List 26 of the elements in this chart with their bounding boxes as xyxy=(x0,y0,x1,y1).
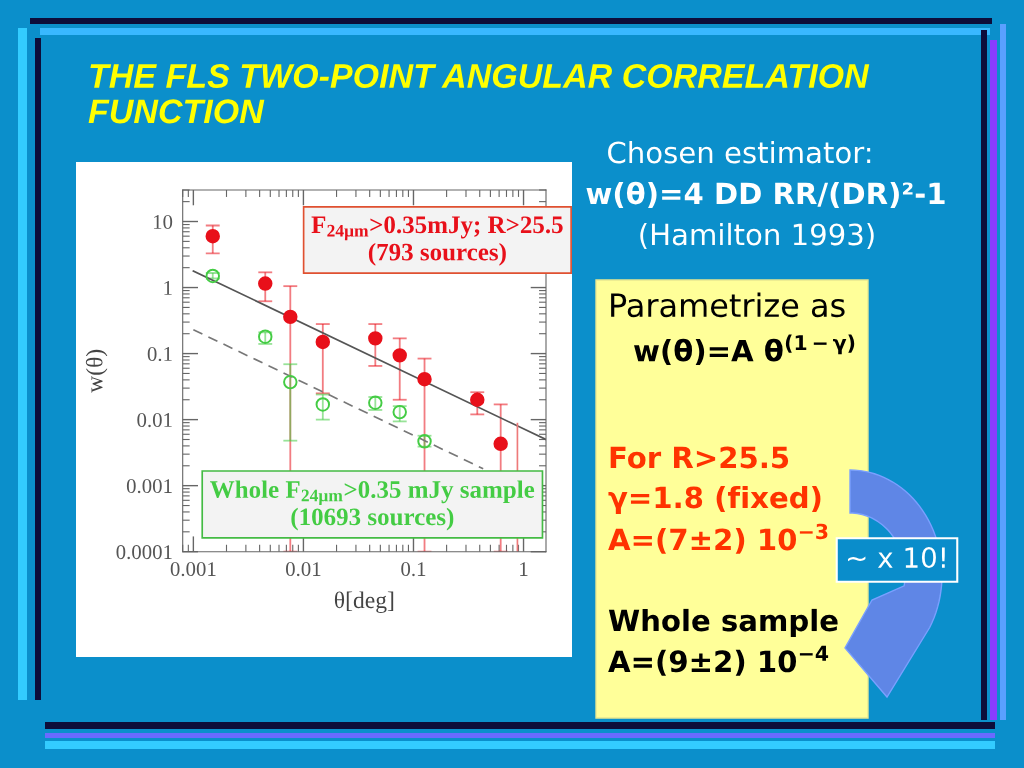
text: w(θ)=A θ$^{(1−γ)}$ xyxy=(634,334,855,366)
text: γ=1.8 (fixed) xyxy=(608,485,821,515)
chart-title: THE FLS TWO-POINT ANGULAR CORRELATION FUNCTION xyxy=(88,63,870,124)
y-tick-label: 0.01 xyxy=(137,413,172,428)
text: For R>25.5 xyxy=(610,446,789,469)
y-tick-label: 0.0001 xyxy=(116,545,172,560)
x-tick-label: 0.1 xyxy=(401,562,426,577)
y-tick-label: 10 xyxy=(153,214,173,229)
x-tick-label: 0.01 xyxy=(285,562,321,577)
text: A=(9±2) 10$^{−4}$ xyxy=(608,645,829,676)
text: Parametrize as xyxy=(611,292,845,318)
y-axis-title: w(θ) xyxy=(85,349,108,393)
text: w(θ)=4 DD RR/(DR)²-1 xyxy=(586,181,945,208)
y-tick-label: 0.001 xyxy=(126,479,172,494)
text: Whole sample xyxy=(608,608,838,638)
text: ~ x 10! xyxy=(848,547,945,569)
text: (Hamilton 1993) xyxy=(640,222,874,249)
text: Chosen estimator: xyxy=(608,140,871,164)
text: A=(7±2) 10$^{−3}$ xyxy=(608,523,828,554)
x-tick-label: 1 xyxy=(520,562,528,576)
y-tick-label: 0.1 xyxy=(147,346,172,362)
x-axis-title: θ[deg] xyxy=(334,591,394,614)
series-label: F$_{24μm}$>0.35mJy; R>25.5 (793 sources) xyxy=(311,216,563,266)
x-tick-label: 0.001 xyxy=(170,562,216,577)
y-tick-label: 1 xyxy=(164,281,172,295)
text: Whole F$_{24μm}$>0.35 mJy sample (10693 sources) xyxy=(210,480,535,531)
